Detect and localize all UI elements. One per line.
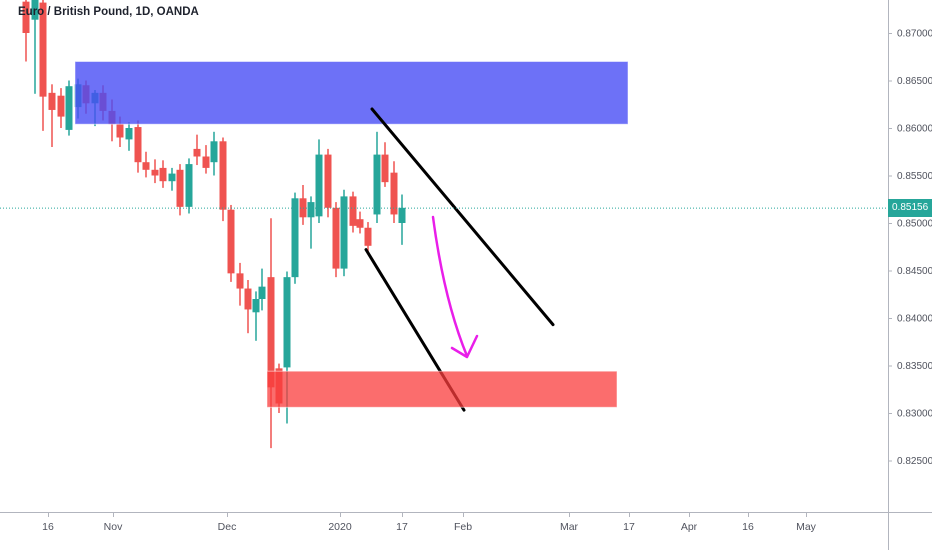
bear-candle-body: [159, 167, 167, 182]
trendline-drawing[interactable]: [370, 107, 555, 327]
bull-candle-body: [373, 154, 381, 215]
bull-candle-body: [315, 154, 323, 217]
time-axis-label: Apr: [681, 521, 698, 533]
bull-candle-body: [398, 207, 406, 223]
price-axis-label: 0.85000: [897, 219, 932, 230]
bear-candle-body: [219, 141, 227, 210]
bull-candle-body: [252, 299, 260, 313]
price-axis-label: 0.82500: [897, 456, 932, 467]
bear-candle-body: [390, 172, 398, 215]
time-axis-label: 17: [623, 521, 635, 533]
bear-candle-body: [324, 154, 332, 208]
demand-zone-drawing[interactable]: [266, 370, 618, 408]
bear-candle-body: [193, 148, 201, 157]
arrow-head-icon: [450, 334, 479, 359]
bull-candle-body: [168, 173, 176, 182]
bear-candle-body: [176, 169, 184, 207]
time-axis-label: 2020: [328, 521, 352, 533]
price-axis-label: 0.87000: [897, 29, 932, 40]
bear-candle-body: [356, 219, 364, 228]
bull-candle-body: [185, 164, 193, 207]
bear-candle-body: [244, 288, 252, 310]
time-axis-label: Dec: [218, 521, 237, 533]
price-axis-label: 0.84000: [897, 314, 932, 325]
time-axis-label: 16: [742, 521, 754, 533]
bull-candle-body: [307, 202, 315, 218]
bull-candle-body: [291, 198, 299, 278]
bear-candle-body: [227, 209, 235, 274]
bear-candle-body: [134, 127, 142, 163]
time-axis-label: Nov: [104, 521, 123, 533]
time-axis[interactable]: [0, 512, 932, 550]
symbol-legend[interactable]: Euro / British Pound, 1D, OANDA: [18, 6, 199, 18]
bull-candle-body: [125, 128, 133, 140]
bull-candle-body: [210, 141, 218, 163]
bear-candle-body: [381, 154, 389, 183]
bear-candle-body: [332, 207, 340, 269]
bear-candle-body: [39, 2, 47, 97]
price-axis-label: 0.86500: [897, 76, 932, 87]
time-axis-label: Feb: [454, 521, 472, 533]
bear-candle-body: [22, 1, 30, 34]
bear-candle-body: [57, 95, 65, 117]
bear-candle-body: [142, 162, 150, 170]
price-axis-label: 0.86000: [897, 124, 932, 135]
price-axis-label: 0.85500: [897, 171, 932, 182]
bull-candle-body: [31, 0, 39, 20]
bear-candle-body: [202, 156, 210, 168]
price-axis-label: 0.83000: [897, 409, 932, 420]
bull-candle-body: [340, 196, 348, 269]
current-price-label: 0.85156: [888, 199, 932, 218]
supply-zone-drawing[interactable]: [74, 61, 629, 125]
bear-candle-body: [364, 227, 372, 246]
bull-candle-body: [258, 286, 266, 299]
price-axis-label: 0.84500: [897, 266, 932, 277]
bear-candle-body: [236, 273, 244, 289]
price-axis[interactable]: [888, 0, 932, 550]
bear-candle-body: [151, 169, 159, 176]
bear-candle-body: [48, 92, 56, 110]
time-axis-label: May: [796, 521, 817, 533]
price-axis-label: 0.83500: [897, 361, 932, 372]
bull-candle-body: [65, 86, 73, 130]
time-axis-label: 17: [396, 521, 408, 533]
bear-candle-body: [267, 277, 275, 388]
time-axis-label: Mar: [560, 521, 579, 533]
arrow-drawing[interactable]: [431, 215, 469, 358]
bear-candle-body: [349, 196, 357, 226]
bear-candle-body: [116, 124, 124, 138]
time-axis-label: 16: [42, 521, 54, 533]
bull-candle-body: [283, 277, 291, 368]
